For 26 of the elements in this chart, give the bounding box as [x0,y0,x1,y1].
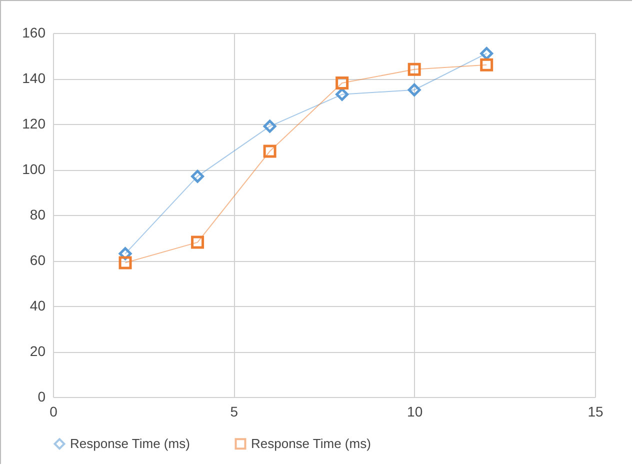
x-tick-label: 5 [230,404,238,420]
point [263,120,276,133]
point [480,58,494,72]
point [118,256,132,270]
y-tick-label: 60 [30,252,46,268]
point [191,170,204,183]
y-tick-label: 120 [22,116,46,132]
point [336,88,349,101]
legend-label: Response Time (ms) [70,436,190,451]
x-tick-label: 15 [588,404,604,420]
point [480,46,494,60]
point [408,62,421,76]
x-tick-label: 10 [407,404,423,420]
x-tick-label: 0 [50,404,58,420]
legend-label: Response Time (ms) [251,436,371,451]
y-tick-label: 160 [22,24,46,40]
point [191,236,204,249]
point [263,144,276,158]
y-tick-label: 100 [22,161,46,177]
point [336,76,349,90]
y-tick-label: 80 [30,206,46,222]
y-tick-label: 0 [38,388,46,404]
y-tick-label: 20 [30,343,46,359]
point [408,83,421,96]
y-tick-label: 140 [22,70,46,86]
y-tick-label: 40 [30,298,46,314]
